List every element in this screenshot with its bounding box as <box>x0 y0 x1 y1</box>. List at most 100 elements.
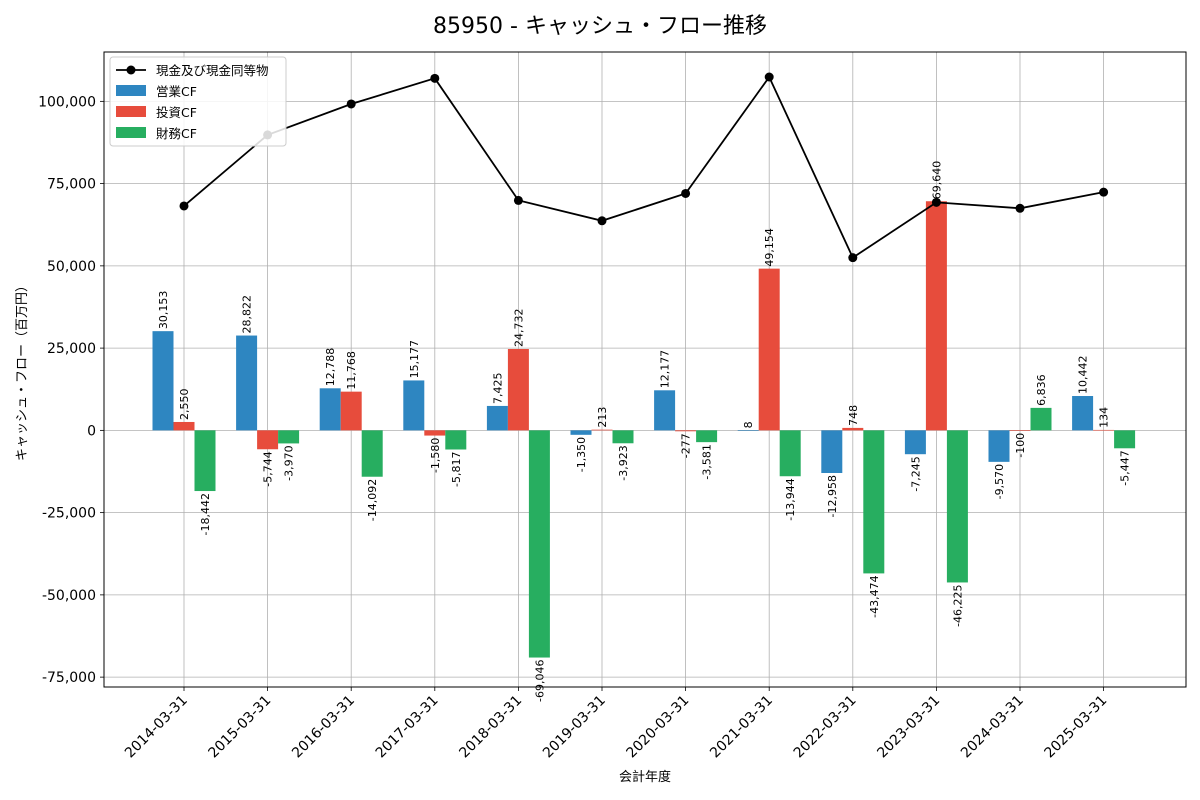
y-axis: -75,000 -50,000 -25,000 0 25,000 50,000 75,000… <box>38 94 104 686</box>
data-label: 8 <box>742 421 755 428</box>
y-axis-label: キャッシュ・フロー（百万円） <box>15 279 30 461</box>
cash-line <box>179 72 1109 263</box>
y-tick-label: 100,000 <box>38 94 96 110</box>
bar-investing <box>675 430 697 432</box>
y-tick-label: -25,000 <box>42 506 96 522</box>
data-label: -1,350 <box>575 437 588 472</box>
bars <box>152 201 1136 658</box>
x-tick-label: 2015-03-31 <box>206 693 275 762</box>
data-label: -69,046 <box>533 660 546 702</box>
cash-line-point <box>931 197 941 207</box>
bar-investing <box>591 429 613 431</box>
data-label: 24,732 <box>512 308 525 347</box>
bar-financing <box>528 430 550 658</box>
bar-financing <box>1114 430 1136 449</box>
data-label: 11,768 <box>345 351 358 390</box>
data-label: 134 <box>1098 407 1111 428</box>
data-label: 10,442 <box>1077 356 1090 395</box>
data-label: 6,836 <box>1035 374 1048 406</box>
x-tick-label: 2021-03-31 <box>707 693 776 762</box>
data-label: -100 <box>1014 433 1027 458</box>
legend-label: 財務CF <box>156 126 197 141</box>
data-label: -5,447 <box>1119 450 1132 485</box>
bar-financing <box>1030 407 1052 431</box>
bar-operating <box>654 390 676 431</box>
bar-investing <box>257 430 279 450</box>
data-label: 69,640 <box>930 161 943 200</box>
bar-investing <box>758 268 780 431</box>
data-label: 12,177 <box>659 350 672 389</box>
bar-operating <box>403 380 425 431</box>
bar-investing <box>842 427 864 431</box>
chart-title: 85950 - キャッシュ・フロー推移 <box>433 14 767 39</box>
data-label: 15,177 <box>408 340 421 379</box>
data-label: -12,958 <box>826 475 839 517</box>
cash-line-point <box>430 73 440 83</box>
bar-investing <box>1009 430 1031 431</box>
data-labels: 30,153 28,822 12,788 15,177 7,425 -1,350 12,17… <box>157 161 1132 702</box>
bar-financing <box>612 430 634 444</box>
data-label: -3,923 <box>617 445 630 480</box>
bar-financing <box>194 430 216 492</box>
legend-label: 投資CF <box>156 105 197 120</box>
bar-investing <box>173 421 195 431</box>
cash-line-point <box>1015 203 1025 213</box>
y-tick-label: -75,000 <box>42 670 96 686</box>
grid <box>104 52 1186 687</box>
legend-label: 現金及び現金同等物 <box>156 63 269 78</box>
data-label: -7,245 <box>909 456 922 491</box>
cash-line-point <box>513 195 523 205</box>
data-label: 748 <box>847 405 860 426</box>
bar-operating <box>821 430 843 474</box>
bar-investing <box>424 430 446 436</box>
cash-line-point <box>1099 187 1109 197</box>
x-tick-label: 2017-03-31 <box>373 693 442 762</box>
y-tick-label: 50,000 <box>47 259 96 275</box>
x-tick-label: 2018-03-31 <box>456 693 525 762</box>
data-label: 213 <box>596 407 609 428</box>
bar-investing <box>340 391 362 431</box>
bar-operating <box>486 405 508 431</box>
bar-operating <box>904 430 926 455</box>
x-tick-label: 2016-03-31 <box>289 693 358 762</box>
legend-label: 営業CF <box>156 84 197 99</box>
bar-financing <box>278 430 300 444</box>
y-tick-label: 25,000 <box>47 341 96 357</box>
y-tick-label: -50,000 <box>42 588 96 604</box>
cash-line-point <box>681 188 691 198</box>
data-label: -9,570 <box>993 464 1006 499</box>
bar-operating <box>236 335 258 431</box>
plot-frame <box>103 51 1187 688</box>
bar-operating <box>1072 396 1094 431</box>
cash-line-point <box>848 253 858 263</box>
data-label: -3,970 <box>283 445 296 480</box>
x-tick-label: 2023-03-31 <box>874 693 943 762</box>
data-label: 12,788 <box>324 348 337 387</box>
x-axis: 2014-03-31 2015-03-31 2016-03-31 2017-03-31… <box>122 687 1110 761</box>
x-tick-label: 2024-03-31 <box>958 693 1027 762</box>
bar-operating <box>319 388 341 431</box>
data-label: 7,425 <box>491 372 504 404</box>
legend-swatch-bar <box>116 127 146 138</box>
x-tick-label: 2020-03-31 <box>624 693 693 762</box>
y-tick-label: 0 <box>87 423 96 439</box>
bar-financing <box>946 430 968 583</box>
legend-box <box>109 56 287 147</box>
data-label: -5,744 <box>262 451 275 486</box>
data-label: 49,154 <box>763 228 776 267</box>
bar-financing <box>863 430 885 574</box>
x-tick-label: 2014-03-31 <box>122 693 191 762</box>
data-label: -13,944 <box>784 478 797 520</box>
x-tick-label: 2025-03-31 <box>1042 693 1111 762</box>
cash-line-point <box>346 99 356 109</box>
x-tick-label: 2022-03-31 <box>791 693 860 762</box>
data-label: 2,550 <box>178 388 191 420</box>
bar-operating <box>570 430 592 435</box>
data-label: -277 <box>680 433 693 458</box>
bar-financing <box>779 430 801 477</box>
data-label: 30,153 <box>157 291 170 330</box>
data-label: -43,474 <box>868 575 881 617</box>
cash-line-point <box>764 72 774 82</box>
bar-investing <box>507 348 529 431</box>
